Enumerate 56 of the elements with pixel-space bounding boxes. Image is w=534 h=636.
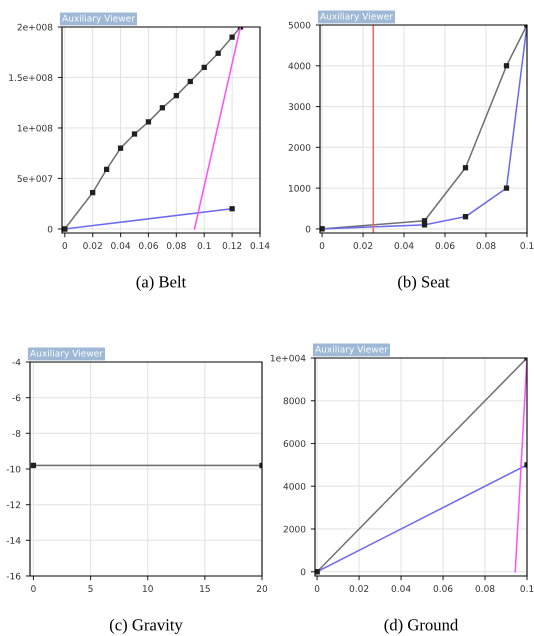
y-tick-label: -16 (6, 572, 20, 580)
x-tick-label: 0.1 (520, 585, 534, 592)
y-tick-label: 2000 (284, 526, 306, 533)
x-tick-label: 5 (88, 585, 93, 592)
y-tick-label: 5000 (288, 22, 310, 29)
x-tick-label: 0.06 (434, 585, 453, 592)
y-tick-label: 3000 (288, 103, 310, 110)
x-tick-label: 0.02 (350, 585, 368, 592)
y-tick-label: 5e+007 (18, 175, 52, 182)
y-tick-label: 1.5e+008 (9, 74, 52, 82)
x-tick-label: 0 (320, 242, 324, 250)
x-axis-title: (d) Ground (384, 618, 458, 634)
x-tick-label: 20 (256, 585, 268, 592)
y-tick-label: 0 (48, 226, 52, 233)
y-tick-label: -10 (6, 466, 20, 473)
x-axis-title: (a) Belt (136, 276, 186, 291)
y-tick-label: 4000 (288, 62, 310, 70)
y-tick-label: 2e+008 (18, 24, 52, 31)
y-tick-label: 1e+004 (270, 354, 306, 362)
y-tick-label: 0 (306, 226, 310, 232)
y-tick-label: -14 (6, 537, 20, 544)
x-tick-label: 0.08 (476, 242, 496, 250)
y-tick-label: -4 (12, 358, 20, 366)
y-tick-label: 2000 (288, 144, 310, 151)
y-tick-label: -12 (6, 501, 20, 508)
x-tick-label: 0.08 (476, 585, 494, 592)
x-axis-title: (b) Seat (398, 276, 450, 291)
x-tick-label: 0.06 (436, 242, 454, 250)
x-tick-label: 0.04 (394, 242, 414, 250)
chart-title: Auxiliary Viewer (315, 346, 388, 354)
x-tick-label: 0.1 (198, 242, 211, 250)
x-tick-label: 0.02 (354, 242, 372, 250)
x-tick-label: 0.06 (138, 242, 158, 250)
x-tick-label: 0.04 (392, 585, 411, 592)
x-tick-label: 15 (200, 585, 210, 592)
chart-title: Auxiliary Viewer (30, 350, 103, 358)
y-tick-label: 6000 (284, 440, 306, 448)
x-axis-title: (c) Gravity (110, 618, 183, 634)
y-tick-label: 4000 (283, 482, 306, 490)
y-tick-label: 1e+008 (18, 124, 52, 132)
y-tick-label: -8 (12, 430, 20, 437)
x-tick-label: 0.08 (166, 242, 186, 250)
x-tick-label: 0 (314, 585, 320, 592)
y-tick-label: 8000 (284, 397, 306, 404)
x-tick-label: 0.02 (83, 242, 102, 250)
y-tick-label: 0 (300, 568, 306, 576)
x-tick-label: 0.12 (222, 242, 242, 250)
x-tick-label: 0.1 (520, 242, 534, 250)
x-tick-label: 10 (142, 585, 153, 592)
chart-title: Auxiliary Viewer (320, 12, 393, 22)
x-tick-label: 0.14 (250, 242, 270, 250)
y-tick-label: 1000 (288, 184, 310, 192)
x-tick-label: 0 (62, 242, 68, 250)
chart-title: Auxiliary Viewer (62, 14, 135, 24)
y-tick-label: -6 (12, 394, 20, 402)
x-tick-label: 0.04 (111, 242, 130, 250)
